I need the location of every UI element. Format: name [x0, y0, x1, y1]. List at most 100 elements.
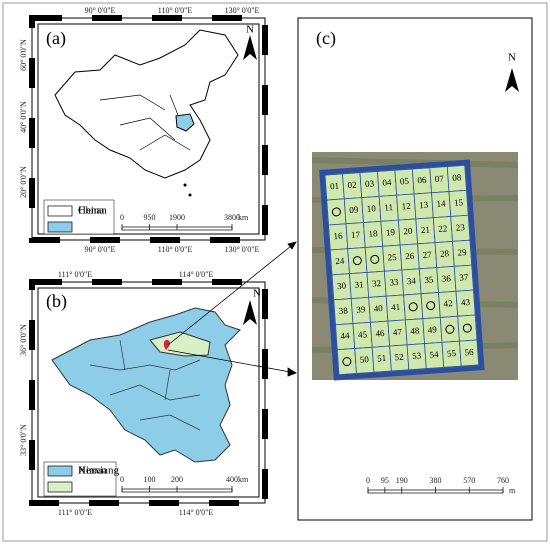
scale-label: 190 [396, 476, 408, 485]
sample-marker [370, 254, 380, 264]
tick-label: 114° 0'0"E [179, 270, 214, 279]
cell-label: 03 [365, 178, 375, 189]
plot-grid: 01 02 03 04 05 06 07 08 09 10 11 12 13 14 15 16 17 18 19 20… [319, 159, 485, 381]
scale-label: 950 [144, 213, 156, 222]
cell-label: 42 [443, 298, 453, 309]
henan-map [175, 113, 195, 132]
sample-marker [408, 302, 418, 312]
connector [167, 241, 297, 346]
cell-label: 52 [394, 352, 404, 363]
grid-cell [336, 348, 357, 376]
scale-label: 0 [366, 476, 370, 485]
cell-label: 45 [358, 329, 368, 340]
cell-label: 47 [393, 327, 403, 338]
panel-label: (b) [46, 291, 67, 312]
tick-label: 33° 0'0"N [19, 424, 28, 456]
cell-label: 38 [338, 305, 348, 316]
scale-label: 0 [120, 475, 124, 484]
scale-label: 95 [381, 476, 389, 485]
site-pin [163, 340, 170, 350]
panel-b: (b) N [29, 279, 268, 506]
sample-marker [426, 301, 436, 311]
cell-label: 44 [340, 330, 350, 341]
scale-label: 400 [226, 475, 238, 484]
tick-label: 130° 0'0"E [225, 6, 260, 15]
north-arrow [243, 35, 257, 60]
cell-label: 39 [356, 304, 366, 315]
cell-label: 49 [428, 324, 438, 335]
cell-label: 55 [447, 348, 457, 359]
frame [37, 287, 260, 498]
cell-label: 51 [377, 353, 387, 364]
scale-label: 760 [497, 476, 509, 485]
north-arrow [505, 68, 519, 92]
cell-label: 33 [389, 277, 399, 288]
cell-label: 54 [429, 349, 439, 360]
scale-label: 380 [430, 476, 442, 485]
grid-cell [347, 247, 368, 275]
cell-label: 41 [391, 302, 401, 313]
cell-label: 40 [373, 303, 383, 314]
cell-label: 15 [454, 197, 464, 208]
cell-label: 06 [417, 175, 427, 186]
cell-label: 53 [412, 350, 422, 361]
cell-label: 48 [410, 325, 420, 336]
cell-label: 56 [464, 347, 474, 358]
sample-marker [352, 256, 362, 266]
grid-cell [457, 314, 478, 342]
china-map [54, 29, 239, 179]
scale-label: 1900 [169, 213, 185, 222]
cell-label: 02 [347, 180, 357, 191]
cell-label: 35 [424, 274, 434, 285]
tick-label: 90° 0'0"E [85, 245, 116, 254]
cell-label: 25 [387, 252, 397, 263]
cell-label: 08 [452, 172, 462, 183]
cell-label: 16 [333, 231, 343, 242]
tick-label: 36° 0'0"N [19, 324, 28, 356]
cell-label: 26 [405, 251, 415, 262]
cell-label: 34 [407, 276, 417, 287]
cell-label: 19 [386, 227, 396, 238]
grid-cell [420, 292, 441, 320]
cell-label: 22 [438, 223, 448, 234]
legend-swatch [47, 481, 73, 493]
cell-label: 10 [366, 203, 376, 214]
sample-marker [342, 357, 352, 367]
cell-label: 17 [351, 229, 361, 240]
tick-label: 40° 0'0"N [19, 101, 28, 133]
tick-label: 111° 0'0"E [58, 270, 92, 279]
cell-label: 30 [337, 280, 347, 291]
north-arrow [243, 300, 257, 325]
legend-swatch [47, 205, 73, 217]
connector [167, 349, 297, 374]
cell-label: 13 [419, 200, 429, 211]
scale-label: 100 [144, 475, 156, 484]
grid-cell [459, 339, 480, 367]
grid-cell [364, 245, 385, 273]
sample-marker [462, 323, 472, 333]
cell-label: 05 [400, 176, 410, 187]
cell-label: 18 [368, 228, 378, 239]
panel-label: (a) [46, 28, 66, 49]
grid-cell [403, 293, 424, 321]
city-lines [89, 339, 201, 431]
panel-a: (a) N [29, 15, 268, 243]
islands [183, 183, 187, 187]
arrowhead [287, 241, 297, 377]
tick-label: 114° 0'0"E [179, 508, 214, 517]
frame [31, 17, 266, 241]
legend-swatch [47, 221, 73, 233]
scale-unit: m [509, 486, 516, 495]
legend-swatch [47, 465, 73, 477]
tick-label: 130° 0'0"E [225, 245, 260, 254]
cell-label: 46 [375, 328, 385, 339]
scale-label: 0 [120, 213, 124, 222]
cell-label: 24 [335, 256, 345, 267]
frame [31, 281, 266, 504]
legend-label: Henan [78, 205, 107, 217]
north-label: N [246, 24, 254, 36]
tick-label: 20° 0'0"N [19, 166, 28, 198]
cell-label: 23 [455, 222, 465, 233]
tick-label: 110° 0'0"E [158, 245, 193, 254]
panel-label: (c) [316, 28, 336, 49]
